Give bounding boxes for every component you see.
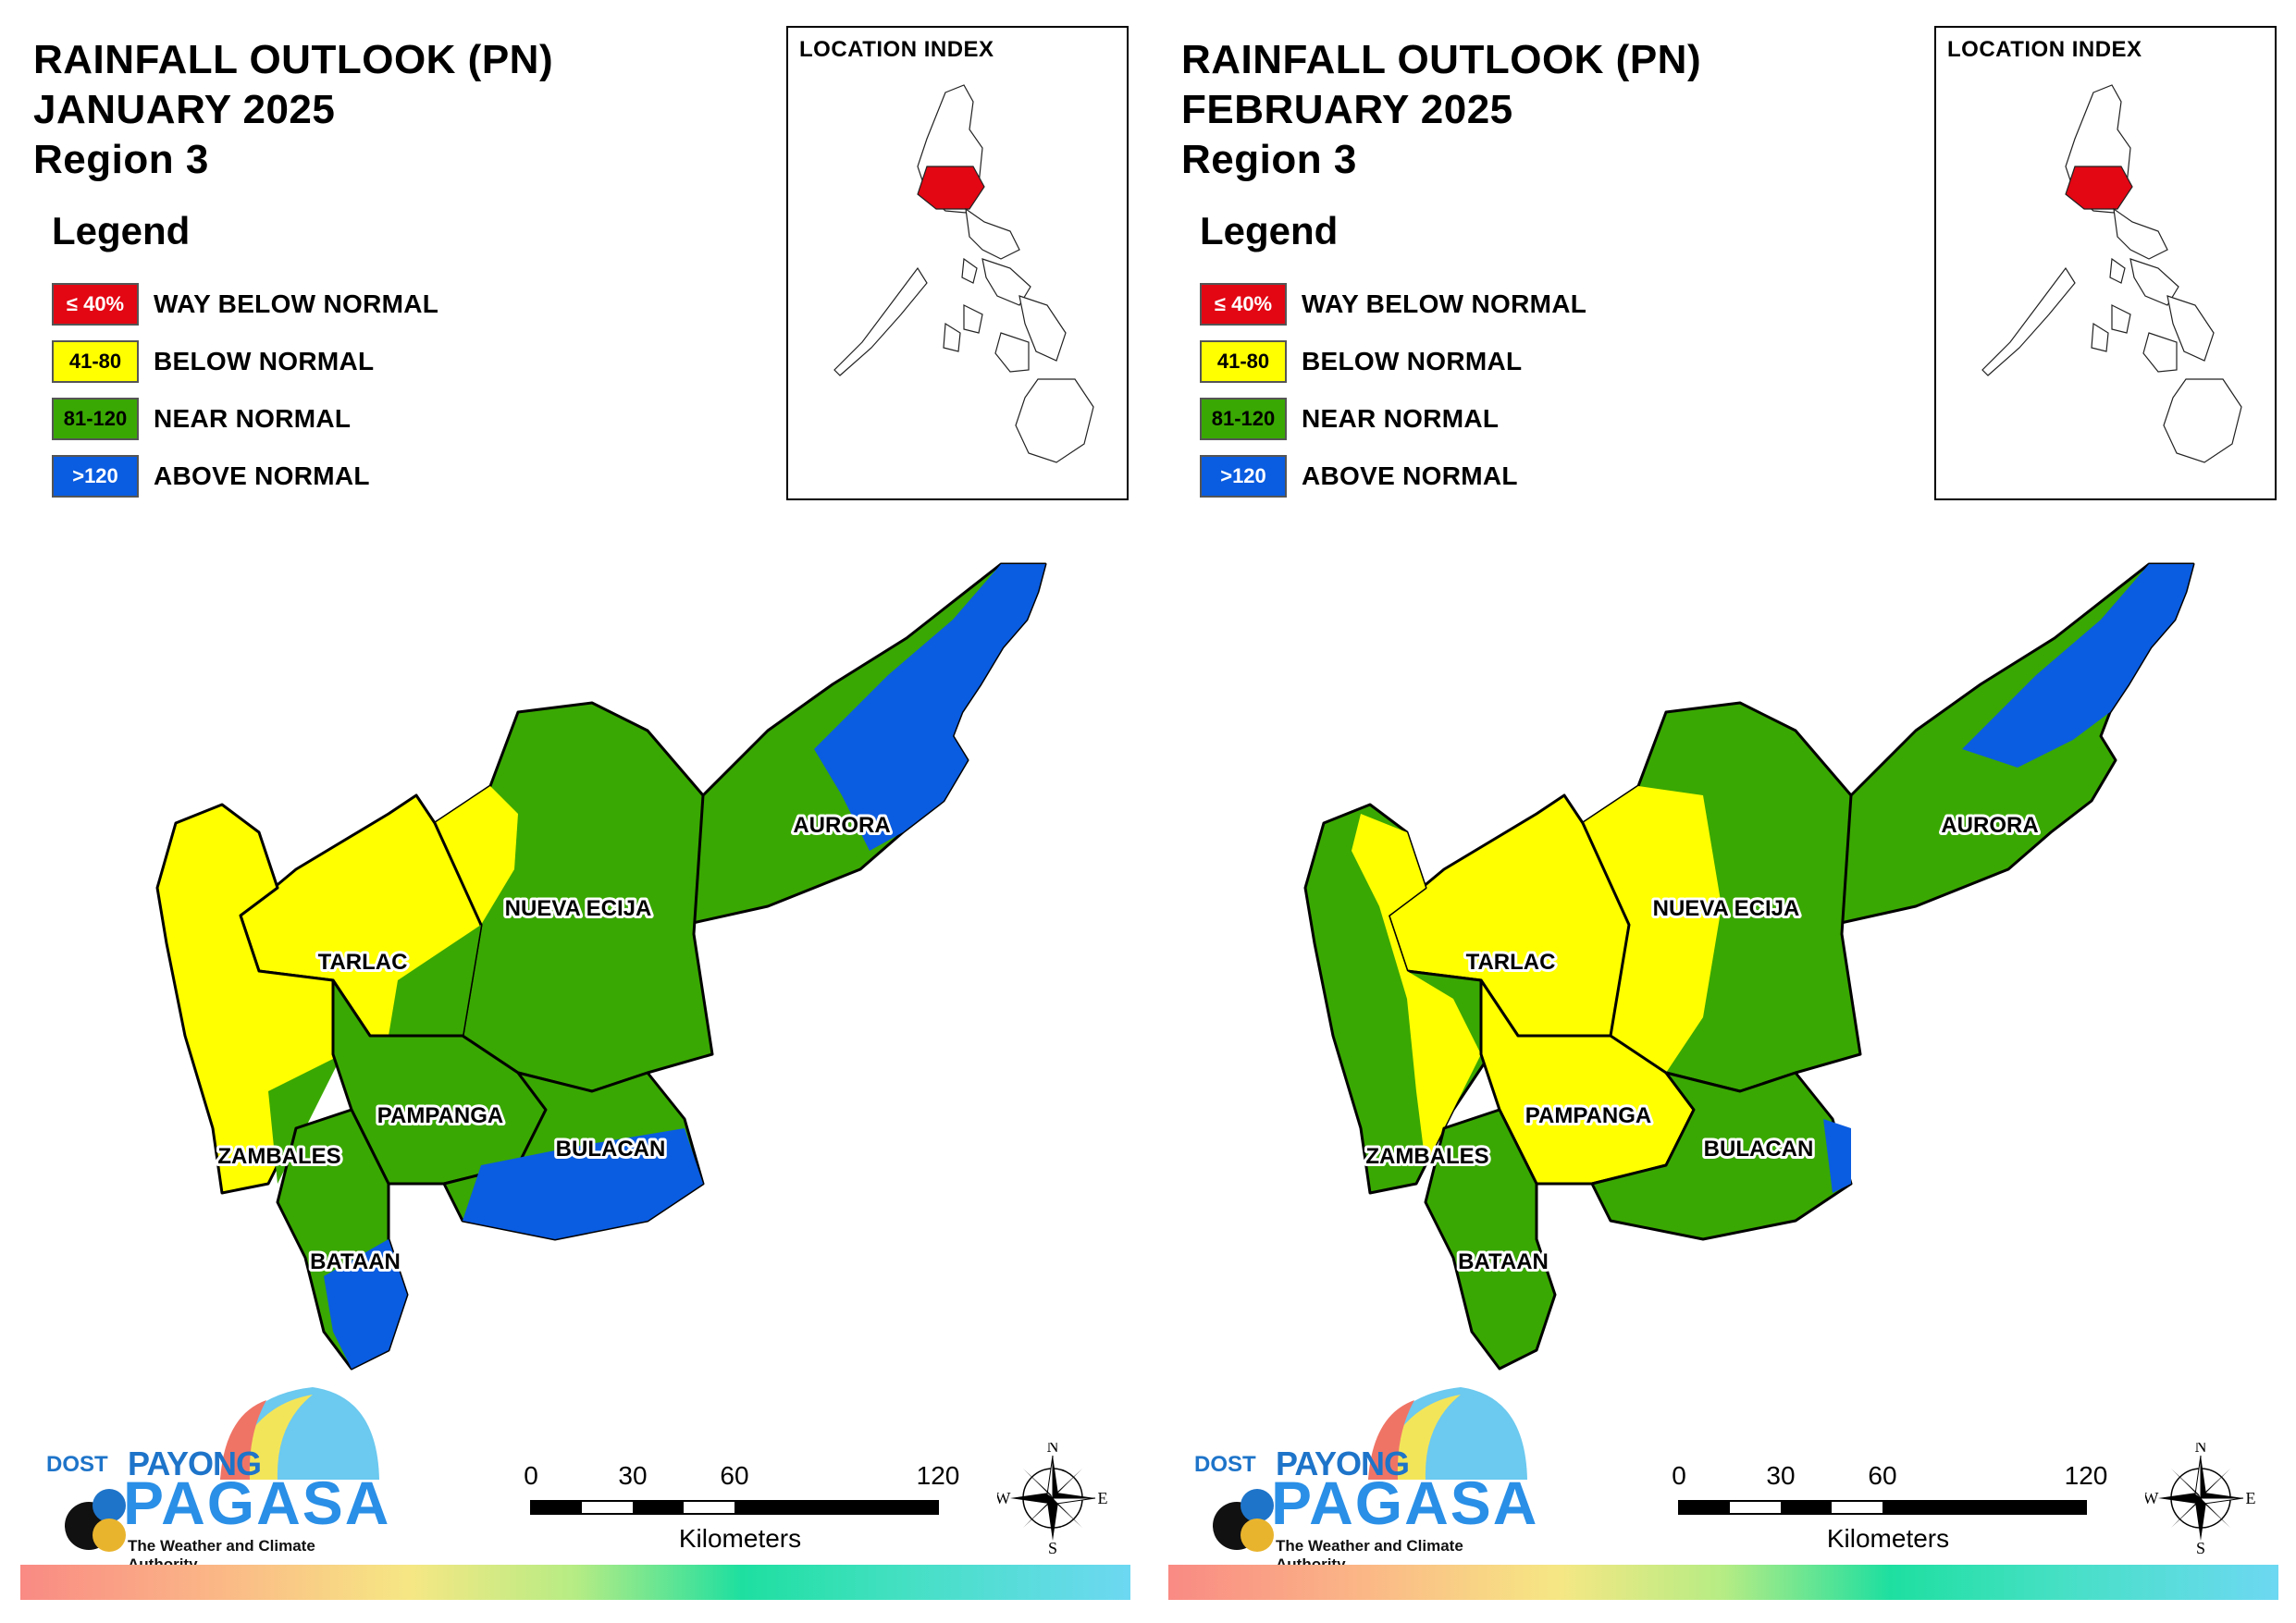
compass-e: E	[2246, 1489, 2256, 1507]
scale-bar-graphic	[1678, 1500, 2087, 1515]
scale-bar-graphic	[530, 1500, 939, 1515]
province-bulacan	[1590, 1071, 1853, 1241]
compass-s: S	[2196, 1539, 2205, 1554]
label-aurora: AURORA	[1941, 813, 2038, 838]
legend-title: Legend	[1200, 209, 1339, 252]
map-month: FEBRUARY 2025	[1181, 87, 1513, 132]
logo-dost: DOST	[1194, 1452, 1256, 1477]
compass-s: S	[1048, 1539, 1057, 1554]
label-bulacan: BULACAN	[1704, 1137, 1814, 1162]
legend-label: ABOVE NORMAL	[1302, 461, 1518, 490]
legend-label: WAY BELOW NORMAL	[154, 289, 439, 318]
legend-item-way-below-normal: ≤ 40% WAY BELOW NORMAL	[1200, 276, 1586, 333]
scale-bar: 0 30 60 120 Kilometers	[1672, 1461, 2107, 1554]
scale-tick: 120	[916, 1461, 960, 1490]
legend-item-way-below-normal: ≤ 40% WAY BELOW NORMAL	[52, 276, 438, 333]
legend-item-below-normal: 41-80 BELOW NORMAL	[52, 333, 438, 390]
label-nueva-ecija: NUEVA ECIJA	[505, 896, 652, 921]
label-nueva-ecija: NUEVA ECIJA	[1653, 896, 1800, 921]
map-month: JANUARY 2025	[33, 87, 336, 132]
label-pampanga: PAMPANGA	[1525, 1103, 1651, 1128]
label-zambales: ZAMBALES	[217, 1144, 340, 1169]
label-zambales: ZAMBALES	[1365, 1144, 1488, 1169]
logo-pagasa: PAGASA	[1271, 1469, 1539, 1537]
footer-gradient-bar	[20, 1565, 1130, 1600]
scale-tick: 0	[524, 1461, 538, 1490]
philippines-index-map	[833, 84, 1094, 463]
legend-item-below-normal: 41-80 BELOW NORMAL	[1200, 333, 1586, 390]
legend-swatch: 41-80	[52, 340, 139, 383]
label-tarlac: TARLAC	[1466, 950, 1556, 975]
compass-e: E	[1098, 1489, 1108, 1507]
scale-tick: 30	[618, 1461, 648, 1490]
legend-swatch: 81-120	[52, 398, 139, 440]
logo-pagasa: PAGASA	[123, 1469, 391, 1537]
scale-tick: 120	[2064, 1461, 2108, 1490]
umbrella-logo-icon	[65, 1387, 379, 1552]
compass-w: W	[997, 1489, 1011, 1507]
title-block: RAINFALL OUTLOOK (PN) JANUARY 2025 Regio…	[33, 35, 553, 185]
legend-title: Legend	[52, 209, 191, 252]
label-tarlac: TARLAC	[318, 950, 408, 975]
legend-item-near-normal: 81-120 NEAR NORMAL	[52, 390, 438, 448]
outlook-panel-january: RAINFALL OUTLOOK (PN) JANUARY 2025 Regio…	[20, 26, 1130, 1600]
legend-swatch: >120	[1200, 455, 1287, 498]
footer-gradient-bar	[1168, 1565, 2278, 1600]
logo-dost: DOST	[46, 1452, 108, 1477]
legend-label: WAY BELOW NORMAL	[1302, 289, 1587, 318]
compass-rose-icon: N S E W	[2145, 1443, 2256, 1554]
scale-unit: Kilometers	[678, 1524, 802, 1553]
legend-label: NEAR NORMAL	[1302, 404, 1500, 433]
label-pampanga: PAMPANGA	[377, 1103, 503, 1128]
legend-swatch: 41-80	[1200, 340, 1287, 383]
scale-tick: 0	[1672, 1461, 1686, 1490]
pagasa-logo: DOST PAYONG PAGASA The Weather and Clima…	[35, 1387, 391, 1573]
region3-rainfall-map: AURORA NUEVA ECIJA TARLAC PAMPANGA BULAC…	[155, 562, 1047, 1371]
compass-rose-icon: N S E W	[997, 1443, 1108, 1554]
map-region: Region 3	[1181, 137, 1357, 182]
label-bulacan: BULACAN	[556, 1137, 666, 1162]
legend: Legend ≤ 40% WAY BELOW NORMAL 41-80 BELO…	[52, 209, 438, 505]
legend-item-above-normal: >120 ABOVE NORMAL	[52, 448, 438, 505]
legend-swatch: >120	[52, 455, 139, 498]
legend-item-near-normal: 81-120 NEAR NORMAL	[1200, 390, 1586, 448]
location-index: LOCATION INDEX	[786, 26, 1129, 500]
location-index: LOCATION INDEX	[1934, 26, 2277, 500]
map-title: RAINFALL OUTLOOK (PN)	[1181, 37, 1702, 82]
legend-item-above-normal: >120 ABOVE NORMAL	[1200, 448, 1586, 505]
scale-unit: Kilometers	[1826, 1524, 1950, 1553]
legend-label: BELOW NORMAL	[154, 347, 375, 375]
scale-bar: 0 30 60 120 Kilometers	[524, 1461, 959, 1554]
logo-payong: PAYONG	[1276, 1445, 1410, 1482]
location-index-title: LOCATION INDEX	[1947, 37, 2142, 62]
philippines-index-map	[1981, 84, 2242, 463]
label-bataan: BATAAN	[310, 1249, 401, 1274]
legend-swatch: ≤ 40%	[1200, 283, 1287, 326]
legend-swatch: ≤ 40%	[52, 283, 139, 326]
legend: Legend ≤ 40% WAY BELOW NORMAL 41-80 BELO…	[1200, 209, 1586, 505]
legend-label: BELOW NORMAL	[1302, 347, 1523, 375]
map-title: RAINFALL OUTLOOK (PN)	[33, 37, 554, 82]
compass-w: W	[2145, 1489, 2159, 1507]
pagasa-logo: DOST PAYONG PAGASA The Weather and Clima…	[1183, 1387, 1539, 1573]
legend-label: ABOVE NORMAL	[154, 461, 370, 490]
compass-n: N	[1047, 1443, 1059, 1456]
label-aurora: AURORA	[793, 813, 890, 838]
scale-tick: 30	[1766, 1461, 1796, 1490]
legend-swatch: 81-120	[1200, 398, 1287, 440]
logo-payong: PAYONG	[128, 1445, 262, 1482]
province-bataan	[1424, 1108, 1557, 1371]
location-index-title: LOCATION INDEX	[799, 37, 994, 62]
map-region: Region 3	[33, 137, 209, 182]
region3-rainfall-map: AURORA NUEVA ECIJA TARLAC PAMPANGA BULAC…	[1303, 562, 2195, 1371]
scale-tick: 60	[720, 1461, 749, 1490]
umbrella-logo-icon	[1213, 1387, 1527, 1552]
scale-tick: 60	[1868, 1461, 1897, 1490]
outlook-panel-february: RAINFALL OUTLOOK (PN) FEBRUARY 2025 Regi…	[1148, 0, 2296, 1623]
label-bataan: BATAAN	[1458, 1249, 1549, 1274]
title-block: RAINFALL OUTLOOK (PN) FEBRUARY 2025 Regi…	[1181, 35, 1701, 185]
compass-n: N	[2195, 1443, 2207, 1456]
legend-label: NEAR NORMAL	[154, 404, 352, 433]
